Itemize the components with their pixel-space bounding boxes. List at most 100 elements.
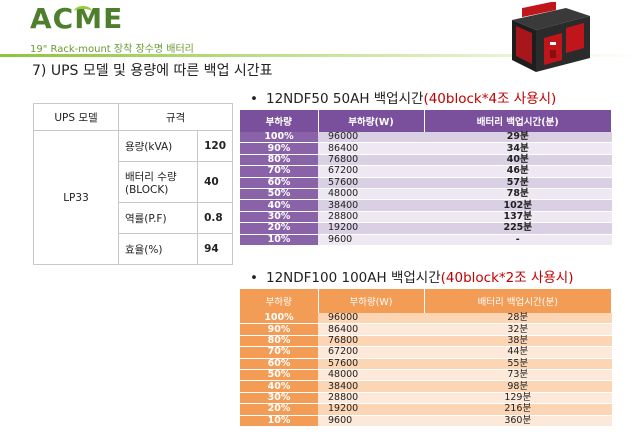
- load-watts-cell: 28800: [318, 211, 424, 224]
- table-header-row: UPS 모델 규격: [33, 103, 234, 131]
- table-row: 역률(P.F) 0.8: [34, 202, 233, 234]
- load-watts-cell: 19200: [318, 403, 424, 416]
- load-watts-cell: 57600: [318, 177, 424, 189]
- table2-title: • 12NDF100 100AH 백업시간(40block*2조 사용시): [250, 266, 573, 286]
- header-load-pct: 부하량: [240, 289, 319, 313]
- header-subtitle: 19" Rack-mount 장착 장수명 배터리: [30, 44, 194, 55]
- table-row: 60% 57600 57분: [240, 177, 612, 189]
- table1-title-red: (40block*4조 사용시): [423, 91, 557, 107]
- load-percent-cell: 70%: [240, 165, 318, 178]
- table-row: 100% 96000 28분: [240, 313, 612, 325]
- header-load-pct: 부하량: [240, 110, 319, 132]
- load-percent-cell: 20%: [240, 403, 318, 416]
- load-watts-cell: 57600: [318, 358, 424, 370]
- spec-value: 0.8: [197, 202, 233, 234]
- load-percent-cell: 50%: [240, 188, 318, 201]
- table2-title-main: 12NDF100 100AH 백업시간: [266, 270, 441, 286]
- acme-logo: ACME: [30, 4, 123, 34]
- load-percent-cell: 40%: [240, 380, 318, 393]
- table-row: 100% 96000 29분: [240, 132, 612, 144]
- table-row: 80% 76800 38분: [240, 335, 612, 348]
- battery-image: [512, 2, 590, 72]
- backup-time-cell: 55분: [424, 358, 612, 370]
- load-percent-cell: 100%: [240, 313, 318, 325]
- backup-time-cell: 78분: [424, 188, 612, 201]
- table-header-row: 부하량 부하량(W) 배터리 백업시간(분): [240, 289, 612, 313]
- table-header-row: 부하량 부하량(W) 배터리 백업시간(분): [240, 110, 612, 132]
- spec-label-line1: 배터리 수량: [124, 170, 177, 183]
- spec-value: 94: [197, 233, 233, 265]
- load-watts-cell: 19200: [318, 222, 424, 235]
- table-row: 60% 57600 55분: [240, 358, 612, 370]
- load-watts-cell: 9600: [318, 234, 424, 246]
- table-row: 70% 67200 44분: [240, 346, 612, 359]
- header-backup-time: 배터리 백업시간(분): [424, 289, 612, 313]
- table-row: 10% 9600 360분: [240, 415, 612, 427]
- load-percent-cell: 80%: [240, 335, 318, 348]
- table1-title-main: 12NDF50 50AH 백업시간: [266, 91, 424, 107]
- logo-swoosh-icon: [74, 6, 92, 17]
- backup-table-50ah: 부하량 부하량(W) 배터리 백업시간(분) 100% 96000 29분 90% 86…: [240, 110, 612, 246]
- load-watts-cell: 38400: [318, 380, 424, 393]
- spec-value: 120: [197, 130, 233, 162]
- header-backup-time: 배터리 백업시간(분): [424, 110, 612, 132]
- backup-time-cell: -: [424, 234, 612, 246]
- load-percent-cell: 40%: [240, 199, 318, 212]
- load-watts-cell: 76800: [318, 335, 424, 348]
- load-watts-cell: 28800: [318, 392, 424, 405]
- header-load-w: 부하량(W): [318, 110, 425, 132]
- backup-time-cell: 73분: [424, 369, 612, 382]
- backup-time-cell: 46분: [424, 165, 612, 178]
- backup-time-cell: 57분: [424, 177, 612, 189]
- load-percent-cell: 60%: [240, 358, 318, 370]
- load-watts-cell: 38400: [318, 199, 424, 212]
- table-row: 30% 28800 137분: [240, 211, 612, 224]
- backup-time-cell: 360분: [424, 415, 612, 427]
- spec-value: 40: [197, 161, 233, 203]
- load-percent-cell: 90%: [240, 323, 318, 336]
- table-row: 20% 19200 216분: [240, 403, 612, 416]
- load-percent-cell: 70%: [240, 346, 318, 359]
- table-row: 20% 19200 225분: [240, 222, 612, 235]
- load-watts-cell: 48000: [318, 369, 424, 382]
- header-spec: 규격: [117, 103, 234, 131]
- backup-table-100ah: 부하량 부하량(W) 배터리 백업시간(분) 100% 96000 28분 90% 86…: [240, 289, 612, 427]
- spec-label: 배터리 수량 (BLOCK): [117, 161, 199, 203]
- table-row: LP33 용량(kVA) 120: [33, 130, 233, 265]
- table-row: 50% 48000 73분: [240, 369, 612, 382]
- header-divider: [0, 54, 640, 57]
- table-row: 40% 38400 102분: [240, 199, 612, 212]
- table-row: 효율(%) 94: [34, 233, 233, 265]
- load-percent-cell: 30%: [240, 211, 318, 224]
- table2-title-red: (40block*2조 사용시): [440, 270, 574, 286]
- load-watts-cell: 76800: [318, 154, 424, 167]
- load-percent-cell: 50%: [240, 369, 318, 382]
- bullet-icon: •: [250, 270, 258, 286]
- backup-time-cell: 29분: [424, 132, 612, 144]
- spec-label: 용량(kVA): [117, 130, 199, 162]
- header-ups-model: UPS 모델: [33, 103, 119, 131]
- table-row: 50% 48000 78분: [240, 188, 612, 201]
- table-row: 90% 86400 34분: [240, 142, 612, 155]
- load-watts-cell: 67200: [318, 346, 424, 359]
- load-percent-cell: 30%: [240, 392, 318, 405]
- backup-time-cell: 38분: [424, 335, 612, 348]
- table-row: 10% 9600-: [240, 234, 612, 246]
- load-percent-cell: 60%: [240, 177, 318, 189]
- table-row: 90% 86400 32분: [240, 323, 612, 336]
- load-watts-cell: 9600: [318, 415, 424, 427]
- backup-time-cell: 32분: [424, 323, 612, 336]
- backup-time-cell: 129분: [424, 392, 612, 405]
- table1-title: • 12NDF50 50AH 백업시간(40block*4조 사용시): [250, 87, 556, 107]
- load-percent-cell: 10%: [240, 234, 318, 246]
- backup-time-cell: 137분: [424, 211, 612, 224]
- table-row: 80% 76800 40분: [240, 154, 612, 167]
- load-watts-cell: 86400: [318, 323, 424, 336]
- backup-time-cell: 44분: [424, 346, 612, 359]
- backup-time-cell: 40분: [424, 154, 612, 167]
- spec-label: 역률(P.F): [117, 202, 199, 234]
- table-row: 배터리 수량 (BLOCK) 40: [34, 161, 233, 203]
- header-load-w: 부하량(W): [318, 289, 425, 313]
- section-title: 7) UPS 모델 및 용량에 따른 백업 시간표: [32, 63, 273, 79]
- load-percent-cell: 20%: [240, 222, 318, 235]
